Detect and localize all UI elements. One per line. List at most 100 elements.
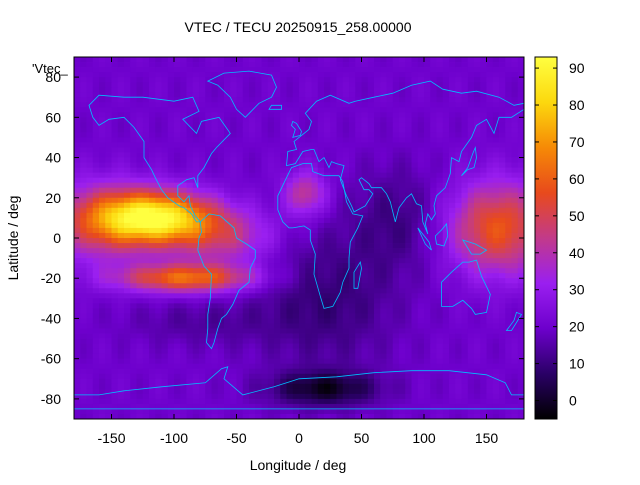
heatmap-cell — [224, 348, 231, 355]
heatmap-cell — [224, 318, 231, 324]
heatmap-cell — [280, 192, 287, 199]
heatmap-cell — [174, 132, 181, 138]
heatmap-cell — [336, 227, 344, 234]
heatmap-cell — [142, 117, 150, 123]
heatmap-cell — [305, 77, 312, 83]
heatmap-cell — [311, 378, 319, 385]
heatmap-cell — [161, 358, 169, 365]
heatmap-cell — [461, 82, 469, 88]
heatmap-cell — [186, 97, 194, 103]
heatmap-cell — [242, 217, 250, 224]
heatmap-cell — [155, 142, 162, 148]
heatmap-cell — [249, 127, 256, 133]
heatmap-cell — [142, 107, 150, 113]
heatmap-cell — [367, 232, 375, 239]
heatmap-cell — [342, 363, 350, 370]
heatmap-cell — [174, 348, 181, 355]
heatmap-cell — [217, 57, 225, 63]
heatmap-cell — [324, 383, 331, 390]
heatmap-cell — [386, 152, 394, 158]
heatmap-cell — [461, 177, 469, 184]
heatmap-cell — [449, 283, 456, 289]
heatmap-cell — [511, 303, 519, 309]
heatmap-cell — [455, 97, 462, 103]
heatmap-cell — [305, 383, 312, 390]
heatmap-cell — [380, 303, 387, 309]
heatmap-cell — [342, 207, 350, 214]
heatmap-cell — [217, 217, 225, 224]
heatmap-cell — [217, 353, 225, 360]
heatmap-cell — [249, 273, 256, 279]
heatmap-cell — [405, 222, 412, 229]
heatmap-cell — [461, 87, 469, 93]
heatmap-cell — [436, 202, 444, 209]
heatmap-cell — [99, 152, 106, 158]
heatmap-cell — [499, 298, 506, 304]
heatmap-cell — [467, 127, 475, 133]
heatmap-cell — [417, 353, 425, 360]
heatmap-cell — [142, 398, 150, 405]
heatmap-cell — [386, 248, 394, 254]
heatmap-cell — [399, 273, 406, 279]
heatmap-cell — [155, 217, 162, 224]
heatmap-cell — [374, 87, 381, 93]
heatmap-cell — [130, 92, 137, 98]
heatmap-cell — [436, 182, 444, 189]
heatmap-cell — [399, 293, 406, 299]
heatmap-cell — [492, 308, 500, 314]
heatmap-cell — [286, 293, 294, 299]
heatmap-cell — [436, 253, 444, 259]
heatmap-cell — [86, 127, 94, 133]
heatmap-cell — [374, 117, 381, 123]
heatmap-cell — [192, 92, 200, 98]
heatmap-cell — [392, 92, 400, 98]
heatmap-cell — [380, 283, 387, 289]
heatmap-cell — [386, 132, 394, 138]
heatmap-cell — [80, 117, 87, 123]
heatmap-cell — [280, 248, 287, 254]
heatmap-cell — [280, 283, 287, 289]
heatmap-cell — [230, 147, 237, 153]
heatmap-cell — [392, 137, 400, 143]
heatmap-cell — [474, 283, 481, 289]
heatmap-cell — [317, 222, 325, 229]
heatmap-cell — [111, 298, 119, 304]
heatmap-cell — [405, 142, 412, 148]
heatmap-cell — [392, 318, 400, 324]
heatmap-cell — [192, 162, 200, 169]
heatmap-cell — [124, 82, 131, 88]
heatmap-cell — [136, 197, 144, 204]
heatmap-cell — [405, 157, 412, 163]
heatmap-cell — [499, 202, 506, 209]
heatmap-cell — [205, 122, 212, 128]
heatmap-cell — [255, 137, 262, 143]
heatmap-cell — [130, 222, 137, 229]
heatmap-cell — [180, 182, 187, 189]
heatmap-cell — [117, 248, 125, 254]
heatmap-cell — [367, 243, 375, 249]
heatmap-cell — [386, 338, 394, 344]
heatmap-cell — [267, 293, 275, 299]
heatmap-cell — [180, 222, 187, 229]
heatmap-cell — [442, 137, 450, 143]
heatmap-cell — [224, 202, 231, 209]
heatmap-cell — [249, 147, 256, 153]
heatmap-cell — [199, 313, 206, 319]
heatmap-cell — [167, 388, 175, 395]
heatmap-cell — [424, 82, 431, 88]
heatmap-cell — [355, 172, 362, 179]
heatmap-cell — [374, 102, 381, 108]
heatmap-cell — [267, 202, 275, 209]
heatmap-cell — [480, 212, 487, 219]
heatmap-cell — [242, 227, 250, 234]
heatmap-cell — [442, 127, 450, 133]
heatmap-cell — [317, 353, 325, 360]
heatmap-cell — [511, 243, 519, 249]
heatmap-cell — [380, 142, 387, 148]
heatmap-cell — [311, 172, 319, 179]
heatmap-cell — [274, 62, 281, 68]
heatmap-cell — [124, 248, 131, 254]
heatmap-cell — [305, 122, 312, 128]
heatmap-cell — [74, 202, 81, 209]
heatmap-cell — [324, 207, 331, 214]
